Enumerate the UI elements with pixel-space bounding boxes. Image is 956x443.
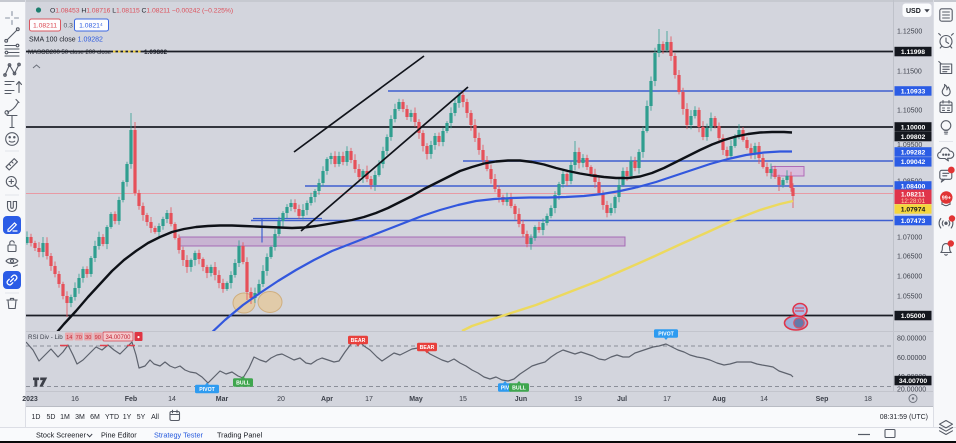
svg-text:Mar: Mar [216,396,229,403]
svg-text:17: 17 [663,396,671,403]
svg-text:60.00000: 60.00000 [897,355,926,362]
svg-text:1.06500: 1.06500 [897,254,922,261]
svg-text:18: 18 [864,396,872,403]
svg-text:O1.08453 H1.08716 L1.08115 C1.: O1.08453 H1.08716 L1.08115 C1.08211 −0.0… [50,8,233,15]
svg-text:May: May [409,396,423,403]
svg-text:1.05000: 1.05000 [901,313,926,320]
svg-text:1.08211: 1.08211 [33,23,57,30]
svg-text:1.0821⁴: 1.0821⁴ [79,23,103,30]
svg-text:80.00000: 80.00000 [897,336,926,343]
svg-text:90: 90 [95,335,101,341]
svg-text:1.10000: 1.10000 [901,124,926,131]
svg-text:14: 14 [168,396,176,403]
svg-text:34.00700: 34.00700 [105,335,131,341]
svg-text:1.10933: 1.10933 [901,88,926,95]
svg-text:1.12500: 1.12500 [897,29,922,36]
svg-text:14: 14 [66,335,72,341]
svg-text:3M: 3M [75,414,85,421]
svg-text:1M: 1M [60,414,70,421]
svg-text:1.09500: 1.09500 [897,142,922,149]
svg-text:1.10500: 1.10500 [897,108,922,115]
svg-text:1Y: 1Y [123,414,132,421]
svg-text:BULL: BULL [512,385,527,391]
svg-text:1.08211: 1.08211 [901,192,925,199]
svg-text:20.00000: 20.00000 [897,387,926,394]
svg-text:Aug: Aug [712,396,726,403]
svg-text:Trading Panel: Trading Panel [217,431,263,440]
svg-text:5D: 5D [47,414,56,421]
svg-text:14: 14 [760,396,768,403]
svg-text:12:28:01: 12:28:01 [901,198,926,205]
svg-text:1.08400: 1.08400 [901,183,926,190]
svg-text:Pine Editor: Pine Editor [101,431,137,440]
svg-text:08:31:59 (UTC): 08:31:59 (UTC) [880,414,928,421]
svg-text:Stock Screener: Stock Screener [36,431,86,440]
svg-text:PIV: PIV [501,385,510,391]
svg-text:34.00700: 34.00700 [899,378,928,385]
svg-text:Apr: Apr [321,396,333,403]
svg-text:1.09802: 1.09802 [144,49,168,56]
svg-text:1.09802: 1.09802 [901,134,926,141]
svg-text:1.11500: 1.11500 [897,69,922,76]
svg-text:MASOB200 50 close 200 close: MASOB200 50 close 200 close [28,49,112,56]
svg-text:1.07000: 1.07000 [897,235,922,242]
svg-text:BULL: BULL [236,380,251,386]
svg-text:20: 20 [277,396,285,403]
svg-text:SMA 100 close 1.09282: SMA 100 close 1.09282 [29,37,103,44]
svg-text:PIVOT: PIVOT [199,387,215,393]
svg-text:1.06000: 1.06000 [897,274,922,281]
svg-text:6M: 6M [90,414,100,421]
svg-text:Strategy Tester: Strategy Tester [154,431,204,440]
svg-text:1D: 1D [32,414,41,421]
svg-text:1.09042: 1.09042 [901,159,926,166]
svg-text:PIVOT: PIVOT [658,331,674,337]
svg-text:Jun: Jun [515,396,527,403]
svg-text:1.07473: 1.07473 [901,218,926,225]
svg-text:16: 16 [71,396,79,403]
svg-text:RSI Div - Lib: RSI Div - Lib [28,334,63,341]
svg-text:BEAR: BEAR [351,338,366,344]
svg-text:17: 17 [365,396,373,403]
svg-text:USD: USD [906,8,921,15]
svg-text:Feb: Feb [125,396,137,403]
svg-text:All: All [151,414,159,421]
svg-text:70: 70 [76,335,82,341]
svg-text:Sep: Sep [816,396,829,403]
svg-text:YTD: YTD [105,414,119,421]
svg-text:2023: 2023 [22,396,38,403]
svg-text:●: ● [137,335,140,341]
svg-text:19: 19 [574,396,582,403]
svg-text:1.09282: 1.09282 [901,149,926,156]
svg-text:Jul: Jul [617,396,627,403]
svg-text:1.07974: 1.07974 [901,206,926,213]
svg-text:BEAR: BEAR [420,345,435,351]
svg-text:99+: 99+ [942,196,951,202]
svg-text:5Y: 5Y [137,414,146,421]
svg-text:0.3: 0.3 [64,23,74,30]
svg-text:1.11998: 1.11998 [901,49,925,56]
svg-text:1.05500: 1.05500 [897,294,922,301]
svg-text:15: 15 [459,396,467,403]
svg-text:30: 30 [85,335,91,341]
